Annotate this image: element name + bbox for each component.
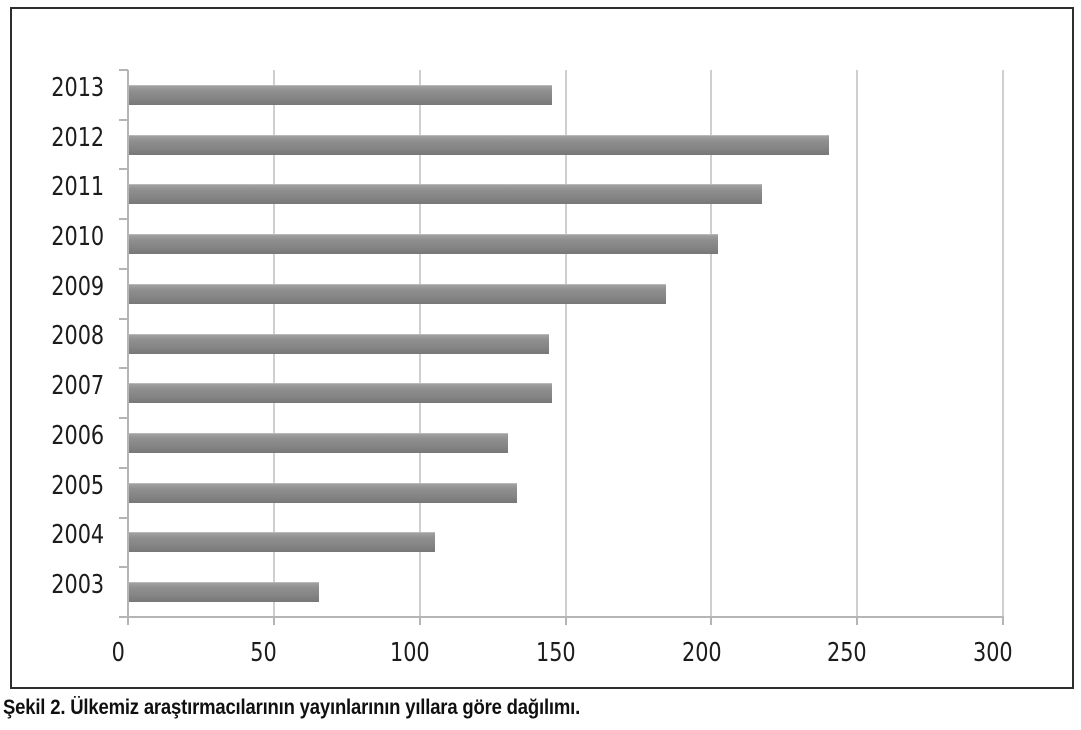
xlabel-200: 200: [656, 638, 746, 668]
ylabel-2009: 2009: [30, 262, 104, 312]
y-axis-tick: [119, 616, 128, 618]
ylabel-2005: 2005: [30, 461, 104, 511]
ylabel-text: 2008: [51, 321, 104, 352]
bar-2003: [129, 582, 319, 603]
bar-2011: [129, 184, 762, 205]
y-axis-tick: [119, 69, 128, 71]
ylabel-text: 2012: [51, 122, 104, 153]
bar-2007: [129, 383, 552, 404]
ylabel-2003: 2003: [30, 560, 104, 610]
ylabel-text: 2010: [51, 222, 104, 253]
gridline-x-300: [1002, 70, 1004, 617]
xlabel-text: 50: [250, 638, 278, 668]
gridline-x-250: [856, 70, 859, 617]
x-axis-tick: [856, 616, 859, 625]
gridline-x-200: [710, 70, 713, 617]
ylabel-2004: 2004: [30, 511, 104, 561]
ylabel-2012: 2012: [30, 113, 104, 163]
x-axis-tick: [710, 616, 713, 625]
ylabel-2008: 2008: [30, 312, 104, 362]
y-axis-tick: [119, 317, 128, 320]
xlabel-text: 200: [681, 638, 722, 668]
x-axis-tick: [127, 616, 129, 625]
xlabel-text: 300: [973, 638, 1013, 668]
xlabel-300: 300: [948, 638, 1038, 668]
figure-caption: Şekil 2. Ülkemiz araştırmacılarının yayı…: [3, 696, 581, 719]
ylabel-text: 2006: [51, 420, 104, 451]
x-axis-line: [119, 616, 1003, 618]
ylabel-text: 2003: [51, 570, 104, 601]
ylabel-text: 2009: [51, 271, 104, 302]
bar-2013: [129, 84, 552, 105]
plot-area: [119, 69, 1004, 625]
gridline-x-150: [564, 70, 567, 617]
ylabel-text: 2005: [51, 470, 104, 501]
bar-2010: [129, 234, 719, 255]
ylabel-text: 2007: [51, 371, 104, 402]
x-axis-tick: [564, 616, 567, 625]
xlabel-100: 100: [365, 638, 455, 668]
x-axis-tick: [1002, 616, 1004, 625]
xlabel-50: 50: [219, 638, 309, 668]
xlabel-text: 0: [111, 638, 125, 668]
ylabel-2007: 2007: [30, 361, 104, 411]
y-axis-tick: [119, 267, 128, 270]
xlabel-150: 150: [511, 638, 601, 668]
bar-2012: [129, 134, 829, 155]
y-axis-tick: [119, 466, 128, 469]
xlabel-text: 150: [535, 638, 576, 668]
ylabel-text: 2013: [51, 72, 104, 103]
xlabel-0: 0: [73, 638, 163, 668]
x-axis-tick: [272, 616, 275, 625]
y-axis-tick: [119, 168, 128, 171]
bar-2009: [129, 283, 666, 304]
ylabel-2011: 2011: [30, 162, 104, 212]
y-axis-line: [127, 70, 129, 617]
ylabel-2006: 2006: [30, 411, 104, 461]
y-axis-tick: [119, 118, 128, 121]
y-axis-tick: [119, 516, 128, 519]
y-axis-tick: [119, 417, 128, 420]
bar-2004: [129, 532, 436, 553]
y-axis-tick: [119, 566, 128, 569]
y-axis-tick: [119, 218, 128, 221]
bar-2005: [129, 482, 517, 503]
bar-2008: [129, 333, 549, 354]
ylabel-text: 2011: [51, 172, 104, 203]
xlabel-text: 100: [389, 638, 430, 668]
xlabel-250: 250: [802, 638, 892, 668]
y-axis-tick: [119, 367, 128, 370]
xlabel-text: 250: [827, 638, 868, 668]
ylabel-2013: 2013: [30, 63, 104, 113]
bar-2006: [129, 432, 509, 453]
x-axis-tick: [418, 616, 421, 625]
ylabel-2010: 2010: [30, 212, 104, 262]
chart-frame: 2013 2012 2011 2010 2009 2008 2007 2006 2005 2004…: [10, 7, 1074, 689]
ylabel-text: 2004: [51, 520, 104, 551]
